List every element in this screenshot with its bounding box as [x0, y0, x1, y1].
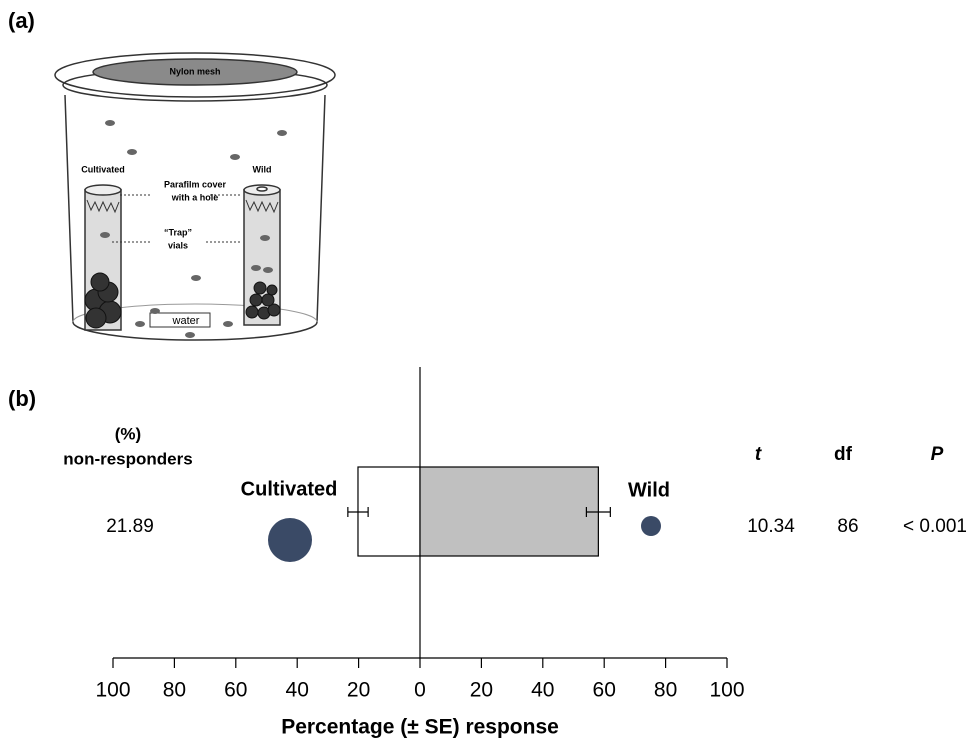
chart: 0 20 20 40 40 60 60 80 80 100 100 Percentage (± SE)…: [63, 367, 967, 739]
stat-header: t: [755, 444, 762, 465]
panel-label: (b): [8, 386, 36, 411]
bar: [420, 467, 598, 556]
x-tick-label: 40: [531, 679, 554, 702]
x-tick-label: 80: [163, 679, 186, 702]
category-label: Wild: [628, 479, 670, 501]
trap-label: “Trap”: [164, 227, 192, 237]
x-tick-label: 40: [286, 679, 309, 702]
vial-label: Cultivated: [81, 164, 125, 174]
x-axis-title: Percentage (± SE) response: [281, 716, 559, 739]
stat-value: < 0.001: [903, 516, 967, 537]
berry-icon: [641, 516, 661, 536]
x-tick-label: 100: [95, 679, 130, 702]
stat-header: P: [931, 444, 944, 465]
stat-value: 86: [837, 516, 858, 537]
vial-label: Wild: [253, 164, 272, 174]
x-tick-label: 0: [414, 679, 426, 702]
stat-header: df: [834, 444, 853, 465]
x-tick-label: 20: [470, 679, 493, 702]
x-tick-label: 60: [593, 679, 616, 702]
lid-label: Nylon mesh: [169, 66, 220, 76]
berry-icon: [268, 518, 312, 562]
cover-label: with a hole: [171, 192, 219, 202]
panel-label: (a): [8, 8, 35, 33]
x-tick-label: 80: [654, 679, 677, 702]
nonresponder-value: 21.89: [106, 516, 154, 537]
nonresponder-header: non-responders: [63, 449, 192, 468]
x-tick-label: 60: [224, 679, 247, 702]
figure: (a) Nylon mesh Cultivated Wild Parafilm …: [0, 0, 973, 739]
water-label: water: [172, 315, 200, 327]
trap-label: vials: [168, 240, 188, 250]
x-tick-label: 100: [709, 679, 744, 702]
category-label: Cultivated: [241, 478, 338, 500]
cover-label: Parafilm cover: [164, 179, 227, 189]
x-tick-label: 20: [347, 679, 370, 702]
nonresponder-header: (%): [115, 424, 141, 443]
stat-value: 10.34: [747, 516, 795, 537]
